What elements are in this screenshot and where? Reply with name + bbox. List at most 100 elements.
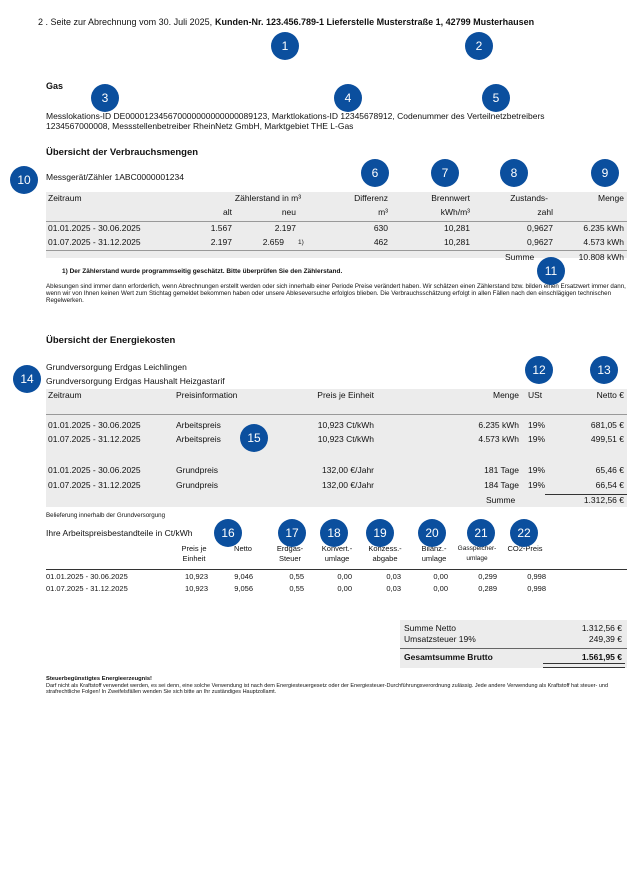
rule [400, 648, 627, 649]
table-cell: 630 [373, 223, 388, 233]
marker-badge: 11 [537, 257, 565, 285]
column-header: Gasspeicher- [457, 545, 497, 552]
ids-text: Messlokations-ID DE000012345670000000000… [46, 111, 545, 131]
rule [46, 414, 627, 415]
marker-badge: 16 [214, 519, 242, 547]
marker-badge: 13 [590, 356, 618, 384]
column-header: Preis je [181, 544, 207, 553]
customer-info: Kunden-Nr. 123.456.789-1 Lieferstelle Mu… [215, 17, 535, 27]
column-header: Zustands- [510, 193, 548, 203]
marker-badge: 15 [240, 424, 268, 452]
table-cell: 19% [528, 480, 546, 490]
column-header: Netto € [596, 390, 624, 400]
column-header: umlage [324, 554, 350, 563]
table-cell: Arbeitspreis [176, 420, 221, 430]
marker-badge: 14 [13, 365, 41, 393]
table-cell: 0,9627 [527, 237, 553, 247]
column-header: Preisinformation [176, 390, 238, 400]
table-cell: 01.07.2025 - 31.12.2025 [46, 584, 128, 593]
table-cell: 10,923 Ct/kWh [317, 434, 374, 444]
marker-badge: 2 [465, 32, 493, 60]
table-cell: 65,46 € [595, 465, 624, 475]
column-header: Menge [493, 390, 519, 400]
column-header: Zeitraum [48, 193, 82, 203]
table-cell: 01.01.2025 - 30.06.2025 [46, 572, 128, 581]
table-cell: 499,51 € [590, 434, 624, 444]
table-cell: 0,00 [337, 572, 352, 581]
column-header: Differenz [354, 193, 388, 203]
marker-badge: 17 [278, 519, 306, 547]
table-cell: 01.07.2025 - 31.12.2025 [48, 434, 141, 444]
table-cell: 19% [528, 420, 546, 430]
note: Belieferung innerhalb der Grundversorgun… [46, 512, 166, 519]
marker-badge: 1 [271, 32, 299, 60]
column-header: m³ [378, 207, 388, 217]
table-cell: 681,05 € [590, 420, 624, 430]
marker-badge: 5 [482, 84, 510, 112]
tariff: Grundversorgung Erdgas Leichlingen [46, 362, 187, 372]
page-header: 2 . Seite zur Abrechnung vom 30. Juli 20… [38, 17, 213, 27]
column-header: zahl [537, 207, 553, 217]
table-cell: 10,281 [444, 223, 470, 233]
total-label: Umsatzsteuer 19% [404, 634, 476, 644]
column-header: Menge [598, 193, 624, 203]
table-cell: 0,03 [386, 584, 401, 593]
column-header: Netto [234, 544, 252, 553]
rule [46, 221, 627, 222]
table-cell: 0,9627 [527, 223, 553, 233]
section-title: Übersicht der Energiekosten [46, 335, 176, 346]
column-header: Preis je Einheit [317, 390, 374, 400]
table-cell: 132,00 €/Jahr [322, 465, 374, 475]
double-rule [543, 663, 625, 668]
column-header: Erdgas- [276, 544, 304, 553]
column-header: Konzess.- [368, 544, 402, 553]
table-cell: 19% [528, 434, 546, 444]
table-cell: 132,00 €/Jahr [322, 480, 374, 490]
column-header: USt [528, 390, 543, 400]
table-cell: 9,046 [234, 572, 253, 581]
footer-title: Steuerbegünstigtes Energieerzeugnis! [46, 676, 152, 682]
column-header: Einheit [182, 554, 206, 563]
table-cell: 0,289 [478, 584, 497, 593]
column-header: Konvert.- [321, 544, 353, 553]
column-header: umlage [466, 555, 488, 562]
footer-text: Darf nicht als Kraftstoff verwendet werd… [46, 683, 609, 696]
marker-badge: 22 [510, 519, 538, 547]
section-title: Ihre Arbeitspreisbestandteile in Ct/kWh [46, 528, 193, 538]
column-header: CO2-Preis [507, 544, 543, 553]
sum-label: Summe [505, 252, 535, 262]
table-cell: 10,281 [444, 237, 470, 247]
meter: Messgerät/Zähler 1ABC0000001234 [46, 172, 184, 182]
table-cell: 10,923 [185, 584, 208, 593]
column-header: alt [223, 207, 232, 217]
table-cell: 0,998 [527, 584, 546, 593]
marker-badge: 9 [591, 159, 619, 187]
table-cell: 0,299 [478, 572, 497, 581]
consumption-table-bg [46, 192, 627, 258]
marker-badge: 20 [418, 519, 446, 547]
marker-badge: 3 [91, 84, 119, 112]
table-cell: 01.01.2025 - 30.06.2025 [48, 420, 141, 430]
table-cell: 0,00 [337, 584, 352, 593]
marker-badge: 12 [525, 356, 553, 384]
total-label: Gesamtsumme Brutto [404, 652, 493, 662]
rule [46, 569, 627, 570]
total-value: 249,39 € [588, 634, 622, 644]
tariff: Grundversorgung Erdgas Haushalt Heizgast… [46, 376, 225, 386]
table-cell: 462 [373, 237, 388, 247]
column-header: Zählerstand in m³ [234, 193, 302, 203]
table-cell: 0,03 [386, 572, 401, 581]
total-label: Summe Netto [404, 623, 456, 633]
marker-badge: 19 [366, 519, 394, 547]
table-cell: 2.197 [274, 223, 296, 233]
table-cell: 0,55 [289, 572, 304, 581]
table-cell: 6.235 kWh [583, 223, 624, 233]
column-header: neu [281, 207, 296, 217]
table-cell: 01.01.2025 - 30.06.2025 [48, 223, 141, 233]
marker-badge: 8 [500, 159, 528, 187]
marker-badge: 7 [431, 159, 459, 187]
table-cell: 19% [528, 465, 546, 475]
footnote: 1) Der Zählerstand wurde programmseitig … [62, 268, 343, 275]
totals-bg [400, 620, 627, 668]
